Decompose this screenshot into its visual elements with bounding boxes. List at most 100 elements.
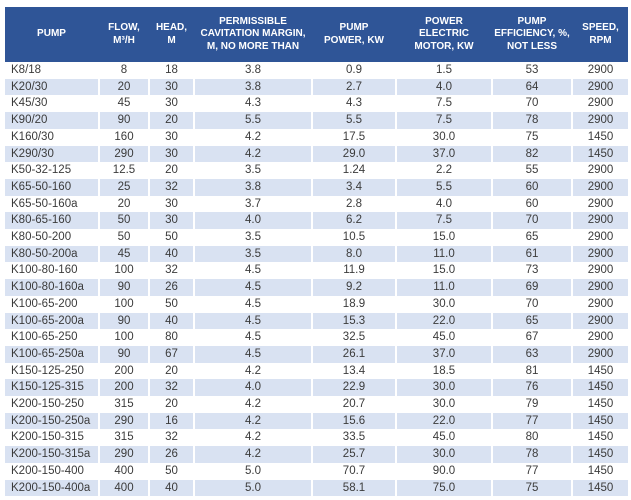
value-cell-cavitation: 4.2 xyxy=(195,396,313,413)
value-cell-flow: 315 xyxy=(100,396,150,413)
value-cell-motor-power: 30.0 xyxy=(397,379,493,397)
value-cell-pump-power: 15.6 xyxy=(313,412,397,430)
value-cell-speed: 2900 xyxy=(573,78,628,96)
value-cell-flow: 200 xyxy=(100,362,150,380)
value-cell-cavitation: 4.2 xyxy=(195,412,313,430)
value-cell-speed: 2900 xyxy=(573,279,628,296)
value-cell-motor-power: 11.0 xyxy=(397,279,493,296)
pump-name-cell: K200-150-250 xyxy=(5,396,100,413)
value-cell-speed: 1450 xyxy=(573,396,628,413)
value-cell-cavitation: 4.5 xyxy=(195,312,313,330)
table-row: K80-65-160 50 30 4.0 6.2 7.5 70 2900 xyxy=(5,212,628,230)
value-cell-pump-power: 10.5 xyxy=(313,229,397,246)
table-row: K150-125-315 200 32 4.0 22.9 30.0 76 1450 xyxy=(5,379,628,397)
column-header-head: HEAD, M xyxy=(150,7,195,62)
value-cell-efficiency: 75 xyxy=(493,128,573,146)
value-cell-head: 30 xyxy=(150,212,195,230)
pump-name-cell: K200-150-250a xyxy=(5,412,100,430)
table-row: K100-65-250 100 80 4.5 32.5 45.0 67 2900 xyxy=(5,329,628,346)
value-cell-speed: 1450 xyxy=(573,479,628,497)
value-cell-head: 30 xyxy=(150,195,195,213)
value-cell-head: 30 xyxy=(150,145,195,163)
value-cell-efficiency: 70 xyxy=(493,295,573,313)
table-row: K290/30 290 30 4.2 29.0 37.0 82 1450 xyxy=(5,145,628,163)
value-cell-head: 50 xyxy=(150,295,195,313)
pump-name-cell: K65-50-160 xyxy=(5,178,100,196)
value-cell-pump-power: 9.2 xyxy=(313,279,397,296)
table-row: K80-50-200 50 50 3.5 10.5 15.0 65 2900 xyxy=(5,229,628,246)
table-row: K200-150-315 315 32 4.2 33.5 45.0 80 1450 xyxy=(5,429,628,447)
pump-name-cell: K200-150-400 xyxy=(5,462,100,480)
value-cell-cavitation: 3.5 xyxy=(195,162,313,179)
pump-name-cell: K160/30 xyxy=(5,128,100,146)
column-header-flow: FLOW, M³/H xyxy=(100,7,150,62)
value-cell-speed: 1450 xyxy=(573,128,628,146)
table-body: K8/18 8 18 3.8 0.9 1.5 53 2900 K20/30 20 30 3.8 2.7 4… xyxy=(5,62,628,497)
value-cell-efficiency: 76 xyxy=(493,379,573,397)
pump-name-cell: K100-80-160a xyxy=(5,279,100,296)
value-cell-motor-power: 75.0 xyxy=(397,479,493,497)
column-header-pump: PUMP xyxy=(5,7,100,62)
table-row: K65-50-160a 20 30 3.7 2.8 4.0 60 2900 xyxy=(5,195,628,213)
value-cell-motor-power: 30.0 xyxy=(397,396,493,413)
table-row: K90/20 90 20 5.5 5.5 7.5 78 2900 xyxy=(5,112,628,129)
value-cell-speed: 1450 xyxy=(573,412,628,430)
value-cell-speed: 1450 xyxy=(573,446,628,463)
value-cell-head: 32 xyxy=(150,262,195,280)
value-cell-head: 32 xyxy=(150,429,195,447)
value-cell-speed: 2900 xyxy=(573,95,628,113)
value-cell-speed: 2900 xyxy=(573,345,628,363)
value-cell-pump-power: 29.0 xyxy=(313,145,397,163)
value-cell-cavitation: 4.5 xyxy=(195,262,313,280)
value-cell-flow: 290 xyxy=(100,446,150,463)
value-cell-pump-power: 13.4 xyxy=(313,362,397,380)
value-cell-pump-power: 70.7 xyxy=(313,462,397,480)
value-cell-cavitation: 3.8 xyxy=(195,178,313,196)
value-cell-cavitation: 3.8 xyxy=(195,78,313,96)
value-cell-pump-power: 4.3 xyxy=(313,95,397,113)
value-cell-speed: 1450 xyxy=(573,145,628,163)
value-cell-speed: 2900 xyxy=(573,245,628,263)
value-cell-cavitation: 4.5 xyxy=(195,295,313,313)
value-cell-cavitation: 3.5 xyxy=(195,245,313,263)
pump-name-cell: K100-65-200a xyxy=(5,312,100,330)
value-cell-pump-power: 20.7 xyxy=(313,396,397,413)
pump-name-cell: K200-150-400a xyxy=(5,479,100,497)
value-cell-motor-power: 30.0 xyxy=(397,128,493,146)
value-cell-head: 26 xyxy=(150,279,195,296)
value-cell-head: 18 xyxy=(150,62,195,79)
pump-name-cell: K65-50-160a xyxy=(5,195,100,213)
value-cell-efficiency: 67 xyxy=(493,329,573,346)
value-cell-speed: 1450 xyxy=(573,362,628,380)
table-header: PUMP FLOW, M³/H HEAD, M PERMISSIBLE CAVITAT… xyxy=(5,7,628,62)
value-cell-efficiency: 80 xyxy=(493,429,573,447)
value-cell-efficiency: 53 xyxy=(493,62,573,79)
value-cell-efficiency: 65 xyxy=(493,312,573,330)
value-cell-speed: 1450 xyxy=(573,429,628,447)
pump-name-cell: K80-50-200a xyxy=(5,245,100,263)
table-row: K80-50-200a 45 40 3.5 8.0 11.0 61 2900 xyxy=(5,245,628,263)
value-cell-motor-power: 18.5 xyxy=(397,362,493,380)
value-cell-head: 26 xyxy=(150,446,195,463)
value-cell-motor-power: 45.0 xyxy=(397,429,493,447)
value-cell-head: 32 xyxy=(150,178,195,196)
value-cell-pump-power: 32.5 xyxy=(313,329,397,346)
value-cell-flow: 8 xyxy=(100,62,150,79)
value-cell-efficiency: 73 xyxy=(493,262,573,280)
value-cell-efficiency: 77 xyxy=(493,462,573,480)
value-cell-pump-power: 25.7 xyxy=(313,446,397,463)
value-cell-motor-power: 15.0 xyxy=(397,229,493,246)
value-cell-pump-power: 2.7 xyxy=(313,78,397,96)
value-cell-motor-power: 37.0 xyxy=(397,145,493,163)
value-cell-speed: 2900 xyxy=(573,262,628,280)
value-cell-motor-power: 15.0 xyxy=(397,262,493,280)
value-cell-pump-power: 3.4 xyxy=(313,178,397,196)
value-cell-motor-power: 1.5 xyxy=(397,62,493,79)
value-cell-flow: 200 xyxy=(100,379,150,397)
value-cell-flow: 20 xyxy=(100,195,150,213)
pump-name-cell: K290/30 xyxy=(5,145,100,163)
pump-name-cell: K100-80-160 xyxy=(5,262,100,280)
value-cell-speed: 2900 xyxy=(573,295,628,313)
value-cell-flow: 100 xyxy=(100,262,150,280)
pump-name-cell: K100-65-200 xyxy=(5,295,100,313)
